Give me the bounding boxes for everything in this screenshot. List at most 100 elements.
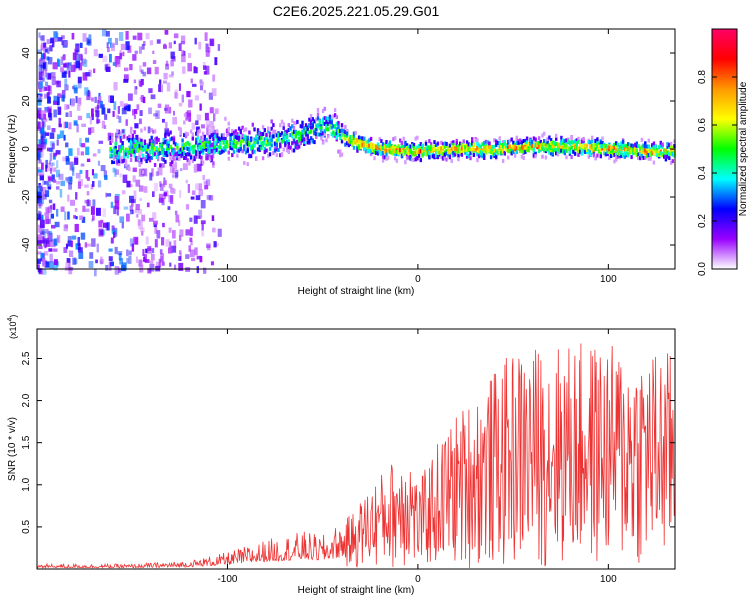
heatmap-cell <box>560 135 563 140</box>
heatmap-cell <box>217 44 221 51</box>
heatmap-cell <box>356 142 359 147</box>
heatmap-cell <box>424 141 428 146</box>
heatmap-cell <box>505 148 508 152</box>
heatmap-cell <box>47 206 52 213</box>
heatmap-cell <box>171 245 177 253</box>
heatmap-cell <box>85 146 90 156</box>
heatmap-cell <box>402 136 405 141</box>
heatmap-cell <box>357 139 361 144</box>
heatmap-cell <box>299 134 302 139</box>
heatmap-cell <box>149 264 155 272</box>
heatmap-cell <box>205 51 210 57</box>
heatmap-cell <box>48 248 52 252</box>
heatmap-cell <box>174 172 178 179</box>
heatmap-cell <box>433 153 436 158</box>
heatmap-cell <box>325 120 328 125</box>
heatmap-cell <box>668 143 671 148</box>
heatmap-cell <box>43 180 49 185</box>
heatmap-cell <box>429 147 433 152</box>
heatmap-cell <box>160 147 164 151</box>
heatmap-cell <box>68 62 72 66</box>
heatmap-cell <box>124 67 129 72</box>
heatmap-cell <box>112 154 116 159</box>
heatmap-cell <box>645 154 649 159</box>
heatmap-cell <box>202 62 206 69</box>
heatmap-cell <box>306 133 309 138</box>
heatmap-cell <box>101 120 105 129</box>
heatmap-cell <box>563 147 566 152</box>
heatmap-cell <box>172 117 177 125</box>
heatmap-cell <box>589 149 592 154</box>
heatmap-cell <box>383 149 386 154</box>
heatmap-cell <box>123 149 126 154</box>
heatmap-cell <box>186 140 189 145</box>
heatmap-cell <box>181 146 184 151</box>
heatmap-cell <box>168 106 172 114</box>
heatmap-cell <box>136 142 140 147</box>
heatmap-cell <box>472 153 476 157</box>
spectrogram-xtick-label: -100 <box>217 274 237 285</box>
heatmap-cell <box>37 97 42 106</box>
heatmap-cell <box>37 107 42 111</box>
heatmap-cell <box>567 139 570 144</box>
heatmap-cell <box>164 180 167 185</box>
heatmap-cell <box>74 157 79 165</box>
heatmap-cell <box>287 150 290 154</box>
heatmap-cell <box>169 130 172 135</box>
heatmap-cell <box>188 112 192 122</box>
heatmap-cell <box>232 134 236 139</box>
heatmap-cell <box>154 66 159 75</box>
heatmap-cell <box>558 143 561 147</box>
heatmap-cell <box>37 268 42 273</box>
heatmap-cell <box>534 142 537 147</box>
heatmap-cell <box>390 146 393 151</box>
heatmap-cell <box>168 42 172 49</box>
heatmap-cell <box>106 42 109 49</box>
heatmap-cell <box>171 56 176 62</box>
heatmap-cell <box>72 257 77 265</box>
heatmap-cell <box>445 151 448 156</box>
heatmap-cell <box>584 143 587 148</box>
heatmap-cell <box>555 148 558 153</box>
heatmap-cell <box>520 154 524 159</box>
heatmap-cell <box>366 149 369 154</box>
heatmap-cell <box>109 261 114 267</box>
heatmap-cell <box>551 144 554 149</box>
heatmap-cell <box>215 129 218 134</box>
heatmap-cell <box>198 150 201 155</box>
heatmap-cell <box>45 213 50 219</box>
heatmap-cell <box>213 113 216 122</box>
heatmap-cell <box>270 138 273 143</box>
heatmap-cell <box>135 149 138 153</box>
heatmap-cell <box>632 151 635 156</box>
heatmap-cell <box>133 114 137 120</box>
heatmap-cell <box>78 251 84 259</box>
heatmap-cell <box>48 176 52 181</box>
heatmap-cell <box>495 140 498 145</box>
heatmap-cell <box>151 168 154 177</box>
heatmap-cell <box>599 140 602 145</box>
heatmap-cell <box>256 137 260 141</box>
heatmap-cell <box>332 130 335 135</box>
heatmap-cell <box>181 94 184 103</box>
heatmap-cell <box>656 153 659 158</box>
heatmap-cell <box>661 145 664 149</box>
heatmap-cell <box>313 140 316 145</box>
heatmap-cell <box>323 116 326 121</box>
heatmap-cell <box>171 148 174 153</box>
heatmap-cell <box>661 142 664 147</box>
heatmap-cell <box>282 125 285 130</box>
heatmap-cell <box>548 145 551 150</box>
heatmap-cell <box>84 87 89 96</box>
heatmap-cell <box>620 141 623 146</box>
heatmap-cell <box>340 139 344 144</box>
spectrogram-ytick-label: -40 <box>21 237 32 252</box>
heatmap-cell <box>142 71 147 77</box>
heatmap-cell <box>368 138 371 143</box>
heatmap-cell <box>663 151 666 156</box>
heatmap-cell <box>292 125 296 130</box>
heatmap-cell <box>98 92 101 97</box>
heatmap-cell <box>333 132 337 137</box>
heatmap-cell <box>402 150 405 154</box>
heatmap-cell <box>164 134 167 139</box>
